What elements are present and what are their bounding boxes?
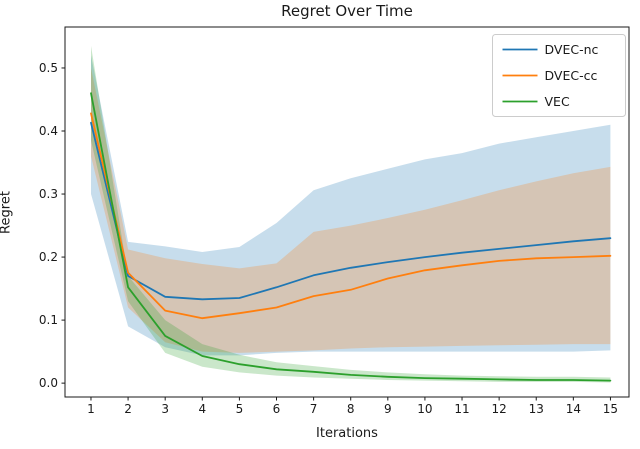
x-tick-label: 6 [273,402,281,416]
x-tick-label: 15 [603,402,618,416]
y-tick-label: 0.5 [39,61,58,75]
legend-label-dvec-cc: DVEC-cc [545,68,598,83]
x-tick-label: 14 [566,402,581,416]
y-tick-label: 0.1 [39,313,58,327]
x-tick-label: 9 [384,402,392,416]
y-tick-label: 0.2 [39,250,58,264]
series-line-dvec-nc [90,121,612,301]
x-tick-label: 10 [417,402,432,416]
confidence-band-dvec-nc [91,55,611,356]
x-tick-label: 3 [161,402,169,416]
series-line-dvec-cc [90,112,612,320]
x-axis-label: Iterations [316,426,378,441]
y-tick-label: 0.0 [39,376,58,390]
y-tick-label: 0.4 [39,124,58,138]
confidence-band-dvec-cc [91,68,611,353]
x-tick-label: 1 [87,402,95,416]
legend-label-dvec-nc: DVEC-nc [545,42,599,57]
legend-box [492,34,626,117]
chart-title: Regret Over Time [281,2,413,20]
x-tick-label: 4 [198,402,206,416]
x-tick-label: 2 [124,402,132,416]
x-tick-label: 12 [491,402,506,416]
x-tick-label: 13 [529,402,544,416]
y-tick-label: 0.3 [39,187,58,201]
x-tick-label: 5 [236,402,244,416]
x-tick-label: 11 [454,402,469,416]
x-tick-label: 7 [310,402,318,416]
x-tick-label: 8 [347,402,355,416]
series-line-vec [90,92,612,382]
legend-label-vec: VEC [545,94,570,109]
plot-area-border [64,26,630,398]
y-axis-label: Regret [0,191,14,234]
